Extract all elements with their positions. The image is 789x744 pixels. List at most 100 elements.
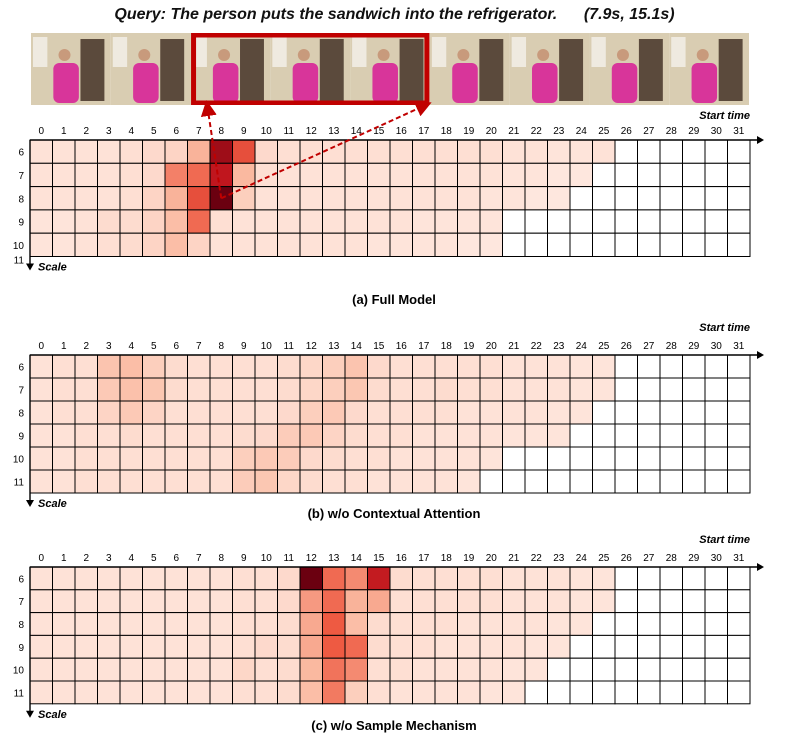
heatmap-cell xyxy=(479,162,503,188)
y-axis-arrow xyxy=(26,263,34,271)
heatmap-cell xyxy=(187,446,211,471)
heatmap-cell xyxy=(322,657,346,682)
heatmap-cell xyxy=(367,377,391,402)
heatmap-cell xyxy=(367,186,391,211)
x-tick-label: 0 xyxy=(38,341,44,352)
heatmap-cell xyxy=(344,680,368,705)
heatmap-cell xyxy=(322,446,346,471)
heatmap-cell xyxy=(209,354,233,379)
x-tick-label: 19 xyxy=(463,553,475,564)
x-tick-label: 4 xyxy=(128,341,134,352)
x-tick-label: 29 xyxy=(688,126,700,137)
x-tick-label: 21 xyxy=(508,341,520,352)
person-head xyxy=(457,49,470,61)
heatmap-cell xyxy=(142,612,166,636)
heatmap-cell xyxy=(682,469,706,494)
heatmap-cell xyxy=(524,354,548,379)
x-tick-label: 27 xyxy=(643,553,655,564)
heatmap-cell xyxy=(74,232,98,257)
heatmap-cell xyxy=(682,162,706,188)
heatmap-cell xyxy=(232,634,256,659)
heatmap-cell xyxy=(659,232,683,257)
x-tick-label: 3 xyxy=(106,553,112,564)
x-tick-label: 2 xyxy=(83,553,89,564)
heatmap-cell xyxy=(344,446,368,471)
frame-window xyxy=(511,37,527,67)
heatmap-cell xyxy=(254,680,278,705)
heatmap-cell xyxy=(457,469,481,494)
person-head xyxy=(616,49,629,61)
heatmap-cell xyxy=(412,634,436,659)
video-frame xyxy=(509,33,590,105)
x-tick-label: 16 xyxy=(396,553,408,564)
x-axis-arrow xyxy=(757,563,764,571)
heatmap-cell xyxy=(637,657,661,682)
heatmap-cell xyxy=(97,634,121,659)
heatmap-cell xyxy=(322,680,346,705)
heatmap-cell xyxy=(592,162,616,188)
heatmap-cell xyxy=(569,354,593,379)
heatmap-cell xyxy=(502,209,526,234)
x-tick-label: 11 xyxy=(284,341,295,352)
heatmap-cell xyxy=(569,634,593,659)
x-tick-label: 13 xyxy=(328,341,340,352)
heatmap-cell xyxy=(592,423,616,448)
x-tick-label: 20 xyxy=(486,553,498,564)
heatmap-cell xyxy=(524,232,548,257)
x-tick-label: 9 xyxy=(241,553,247,564)
heatmap-cell xyxy=(74,162,98,188)
heatmap-cell xyxy=(547,162,571,188)
heatmap-cell xyxy=(119,446,143,471)
heatmap-cell xyxy=(29,400,53,425)
heatmap-cell xyxy=(74,400,98,425)
heatmap-cell xyxy=(457,400,481,425)
heatmap-cell xyxy=(322,423,346,448)
heatmap-cell xyxy=(502,139,526,164)
heatmap-cell xyxy=(614,566,638,591)
y-tick-label: 11 xyxy=(14,256,25,267)
heatmap-cell xyxy=(119,469,143,494)
heatmap-cell xyxy=(479,377,503,402)
heatmap-cell xyxy=(232,657,256,682)
heatmap-cell xyxy=(164,162,188,188)
heatmap-cell xyxy=(344,377,368,402)
x-tick-label: 17 xyxy=(418,553,430,564)
person-head xyxy=(58,49,71,61)
person-body xyxy=(611,63,638,103)
heatmap-cell xyxy=(659,612,683,636)
heatmap-cell xyxy=(52,209,76,234)
heatmap-cell xyxy=(367,139,391,164)
x-tick-label: 17 xyxy=(418,126,430,137)
heatmap-cell xyxy=(569,657,593,682)
heatmap-cell xyxy=(637,162,661,188)
heatmap-cell xyxy=(637,469,661,494)
heatmap-cell xyxy=(344,657,368,682)
heatmap-cell xyxy=(569,400,593,425)
heatmap-cell xyxy=(52,612,76,636)
heatmap-cell xyxy=(97,469,121,494)
heatmap-cell xyxy=(659,469,683,494)
heatmap-cell xyxy=(682,680,706,705)
heatmap-cell xyxy=(727,657,751,682)
heatmap-cell xyxy=(187,400,211,425)
heatmap-cell xyxy=(52,139,76,164)
heatmap-cell xyxy=(367,566,391,591)
heatmap-cell xyxy=(569,589,593,614)
heatmap-cell xyxy=(457,162,481,188)
heatmap-cell xyxy=(547,680,571,705)
heatmap-cell xyxy=(164,566,188,591)
heatmap-cell xyxy=(232,354,256,379)
x-tick-label: 5 xyxy=(151,553,157,564)
heatmap-cell xyxy=(704,446,728,471)
frame-shelf xyxy=(399,39,424,101)
person-body xyxy=(133,63,159,103)
heatmap-cell xyxy=(502,377,526,402)
heatmap-cell xyxy=(704,232,728,257)
heatmap-full-model: 0 1 2 3 4 5 6 7 8 9 10 11 12 13 14 15 16 17 18 19 20 21 22 23 24… xyxy=(13,110,764,307)
heatmap-cell xyxy=(704,612,728,636)
heatmap-cell xyxy=(232,377,256,402)
heatmap-cell xyxy=(434,423,458,448)
heatmap-cell xyxy=(457,377,481,402)
heatmap-cell xyxy=(119,423,143,448)
heatmap-cell xyxy=(614,469,638,494)
